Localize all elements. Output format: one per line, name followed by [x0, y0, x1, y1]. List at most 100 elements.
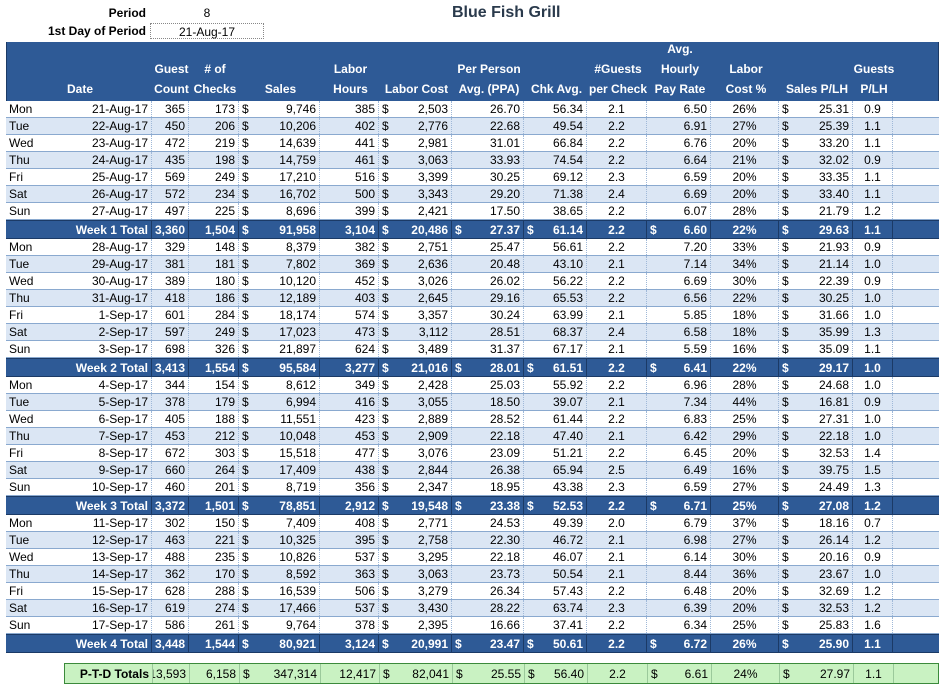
- cell-labor-cost: $3,112: [379, 324, 452, 340]
- cell-sales: $10,826: [239, 549, 320, 565]
- currency-symbol: $: [650, 636, 657, 651]
- cell-guests-per-check: 2.4: [587, 324, 647, 340]
- header-line: Labor: [729, 62, 763, 76]
- cell-value: 20%: [732, 601, 757, 615]
- period-value[interactable]: 8: [203, 6, 211, 20]
- cell-hourly-pay-rate: $6.61: [648, 664, 712, 683]
- cell-value: 12,417: [339, 666, 376, 681]
- currency-symbol: $: [382, 240, 389, 254]
- cell-value: 1.0: [864, 412, 881, 426]
- cell-checks: 288: [189, 583, 239, 599]
- currency-symbol: $: [782, 136, 789, 150]
- cell-check-avg: 74.54: [524, 152, 587, 168]
- cell-ppa: 23.09: [452, 445, 524, 461]
- date-value: 15-Sep-17: [91, 584, 148, 598]
- cell-guest-count: 463: [152, 532, 189, 548]
- cell-value: 3,430: [417, 601, 448, 615]
- currency-symbol: $: [242, 204, 249, 218]
- cell-value: 63.99: [552, 308, 583, 322]
- cell-value: 12,189: [279, 291, 316, 305]
- cell-value: 16.66: [489, 618, 520, 632]
- currency-symbol: $: [782, 429, 789, 443]
- currency-symbol: $: [782, 308, 789, 322]
- cell-value: 2,421: [417, 204, 448, 218]
- cell-guests-per-labor-hour: 1.3: [853, 479, 893, 495]
- cell-value: 39.07: [552, 395, 583, 409]
- cell-value: 3,489: [417, 342, 448, 356]
- cell-guests-per-labor-hour: 1.1: [853, 118, 893, 134]
- cell-hourly-pay-rate: 5.85: [647, 307, 711, 323]
- cell-value: 51.21: [552, 446, 583, 460]
- cell-value: 349: [354, 378, 375, 392]
- cell-sales: $8,592: [239, 566, 320, 582]
- cell-guest-count: 488: [152, 549, 189, 565]
- cell-guest-count: 3,413: [152, 359, 189, 376]
- cell-sales-per-labor-hour: $24.68: [779, 377, 853, 393]
- currency-symbol: $: [650, 498, 657, 513]
- cell-value: 389: [164, 274, 185, 288]
- cell-date: Wed 13-Sep-17: [6, 549, 152, 565]
- currency-symbol: $: [782, 446, 789, 460]
- cell-labor-cost: $3,055: [379, 394, 452, 410]
- cell-value: 29.16: [489, 291, 520, 305]
- week-total-row: Week 4 Total 3,448 1,544 $80,921 3,124 $20,99…: [6, 634, 939, 653]
- cell-value: 170: [214, 567, 235, 581]
- cell-value: 22.18: [489, 550, 520, 564]
- cell-guest-count: 569: [152, 169, 189, 185]
- cell-guests-per-check: 2.1: [587, 566, 647, 582]
- currency-symbol: $: [382, 463, 389, 477]
- currency-symbol: $: [242, 463, 249, 477]
- cell-value: 2,645: [417, 291, 448, 305]
- cell-value: 3,343: [417, 187, 448, 201]
- cell-value: 2.2: [608, 291, 625, 305]
- cell-labor-hours: 441: [320, 135, 379, 151]
- sales-labor-table: Date Guest Count # of Checks Sales Labor Hours…: [6, 42, 939, 653]
- first-day-value[interactable]: 21-Aug-17: [150, 23, 264, 39]
- cell-value: 381: [164, 257, 185, 271]
- cell-value: 2.2: [608, 119, 625, 133]
- cell-value: 28%: [732, 204, 757, 218]
- cell-check-avg: 56.61: [524, 239, 587, 255]
- cell-value: 438: [354, 463, 375, 477]
- cell-value: 50.54: [552, 567, 583, 581]
- cell-value: 3,124: [344, 636, 375, 651]
- cell-value: 0.9: [864, 550, 881, 564]
- cell-value: 31.01: [489, 136, 520, 150]
- cell-checks: 206: [189, 118, 239, 134]
- cell-value: 572: [164, 187, 185, 201]
- cell-sales: $21,897: [239, 341, 320, 357]
- cell-value: 71.38: [552, 187, 583, 201]
- cell-value: 30.25: [818, 291, 849, 305]
- header-hourly-pay-rate: Avg. Hourly Pay Rate: [648, 42, 712, 101]
- currency-symbol: $: [242, 325, 249, 339]
- date-value: 4-Sep-17: [98, 378, 148, 392]
- cell-value: 47.40: [552, 429, 583, 443]
- currency-symbol: $: [242, 584, 249, 598]
- date-value: 9-Sep-17: [98, 463, 148, 477]
- currency-symbol: $: [782, 550, 789, 564]
- currency-symbol: $: [242, 567, 249, 581]
- cell-date: Sun 10-Sep-17: [6, 479, 152, 495]
- table-row: Tue 5-Sep-17 378 179 $6,994 416 $3,055 18.50 39.…: [6, 394, 939, 411]
- cell-value: 22.30: [489, 533, 520, 547]
- cell-value: 24%: [733, 666, 758, 681]
- cell-guests-per-check: 2.2: [587, 239, 647, 255]
- cell-sales-per-labor-hour: $33.40: [779, 186, 853, 202]
- cell-value: 3,112: [418, 325, 448, 339]
- cell-value: 497: [164, 204, 185, 218]
- cell-guests-per-check: 2.2: [587, 583, 647, 599]
- currency-symbol: $: [382, 170, 389, 184]
- currency-symbol: $: [242, 498, 249, 513]
- cell-value: 33%: [732, 240, 757, 254]
- cell-check-avg: 55.92: [524, 377, 587, 393]
- cell-ppa: 28.22: [452, 600, 524, 616]
- cell-value: 19,548: [411, 498, 448, 513]
- cell-guests-per-check: 2.2: [587, 203, 647, 219]
- cell-value: 2,503: [417, 102, 448, 116]
- table-row: Sun 17-Sep-17 586 261 $9,764 378 $2,395 16.66 37…: [6, 617, 939, 634]
- cell-labor-hours: 382: [320, 239, 379, 255]
- table-row: Sun 27-Aug-17 497 225 $8,696 399 $2,421 17.50 38…: [6, 203, 939, 220]
- cell-value: 2.2: [608, 584, 625, 598]
- cell-value: 56.61: [552, 240, 583, 254]
- table-row: Thu 31-Aug-17 418 186 $12,189 403 $2,645 29.16 6…: [6, 290, 939, 307]
